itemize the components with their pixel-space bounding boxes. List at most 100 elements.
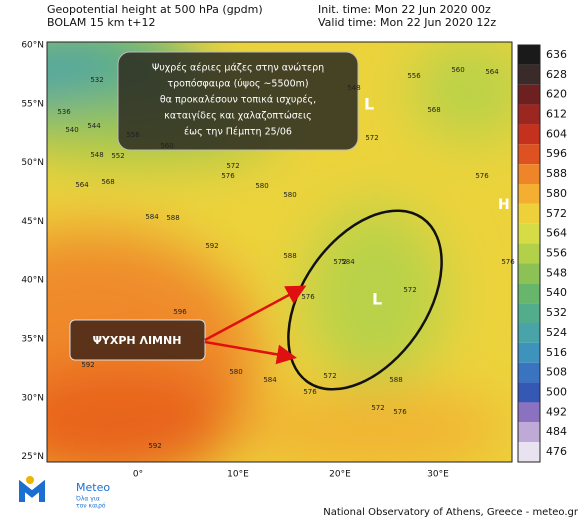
- annotation-line: καταιγίδες και χαλαζοπτώσεις: [164, 111, 312, 122]
- colorbar-frame: [517, 44, 541, 463]
- contour-label: 584: [341, 258, 355, 266]
- colorbar-swatch: [518, 45, 540, 65]
- colorbar-swatch: [518, 283, 540, 304]
- colorbar-label: 612: [546, 108, 567, 121]
- colorbar-swatch: [518, 144, 540, 165]
- colorbar-swatch: [518, 442, 540, 462]
- colorbar-swatch: [518, 303, 540, 323]
- contour-label: 572: [371, 404, 384, 412]
- logo-sun: [26, 476, 34, 484]
- colorbar-swatch: [518, 342, 540, 363]
- colorbar-label: 500: [546, 386, 567, 399]
- annotation-line: θα προκαλέσουν τοπικά ισχυρές,: [160, 95, 316, 106]
- colorbar-swatch: [518, 263, 540, 284]
- colorbar-swatch: [518, 104, 540, 125]
- colorbar-swatch: [518, 64, 540, 85]
- contour-label: 588: [166, 214, 179, 222]
- contour-label: 592: [205, 242, 218, 250]
- colorbar-swatch: [518, 323, 540, 343]
- lat-label: 30°N: [21, 393, 44, 403]
- contour-label: 544: [87, 122, 101, 130]
- map-frame: [46, 41, 513, 463]
- annotation-box: [117, 51, 359, 151]
- logo-icon: [19, 479, 45, 502]
- contour-label: 532: [90, 76, 103, 84]
- lat-label: 40°N: [21, 276, 44, 286]
- colorbar-swatch: [518, 223, 540, 244]
- lon-label: 0°: [133, 470, 143, 480]
- contour-label: 576: [303, 388, 317, 396]
- lon-label: 30°E: [427, 470, 449, 480]
- footer: National Observatory of Athens, Greece -…: [323, 507, 579, 518]
- annotation-line: Ψυχρές αέριες μάζες στην ανώτερη: [152, 63, 324, 74]
- colorbar-label: 484: [546, 425, 567, 438]
- contour-label: 548: [347, 84, 360, 92]
- colorbar-label: 540: [546, 286, 567, 299]
- colorbar-label: 604: [546, 127, 567, 140]
- contour-label: 592: [81, 361, 94, 369]
- contour-label: 588: [283, 252, 296, 260]
- lat-label: 55°N: [21, 99, 44, 109]
- colorbar-swatch: [518, 402, 540, 423]
- contour-label: 576: [221, 172, 235, 180]
- contour-label: 556: [126, 131, 140, 139]
- contour-label: 572: [365, 134, 378, 142]
- contour-label: 576: [301, 293, 315, 301]
- low-marker: L: [372, 290, 382, 309]
- colorbar-swatch: [518, 164, 540, 184]
- colorbar-label: 548: [546, 266, 567, 279]
- annotation-line: τροπόσφαιρα (ύψος ~5500m): [167, 79, 308, 90]
- contour-label: 588: [389, 376, 402, 384]
- lat-label: 45°N: [21, 217, 44, 227]
- header-right: Init. time: Mon 22 Jun 2020 00z: [318, 3, 491, 16]
- contour-label: 564: [485, 68, 499, 76]
- colorbar-swatch: [518, 382, 540, 403]
- contour-label: 560: [160, 142, 173, 150]
- lat-label: 25°N: [21, 452, 44, 462]
- colorbar-swatch: [518, 362, 540, 383]
- colorbar-label: 580: [546, 187, 567, 200]
- colorbar-label: 476: [546, 445, 567, 458]
- cold-lake-label: ΨΥΧΡΗ ΛΙΜΝΗ: [93, 334, 182, 347]
- colorbar-swatch: [518, 84, 540, 105]
- logo-tagline: Όλα για: [75, 496, 100, 503]
- contour-label: 584: [145, 213, 159, 221]
- colorbar-label: 524: [546, 326, 567, 339]
- colorbar-label: 556: [546, 247, 567, 260]
- contour-label: 572: [403, 286, 416, 294]
- colorbar-label: 492: [546, 405, 567, 418]
- logo-name: Meteo: [76, 481, 110, 494]
- contour-label: 592: [148, 442, 161, 450]
- colorbar-label: 532: [546, 306, 567, 319]
- logo-tagline: τον καιρό: [76, 503, 106, 510]
- contour-label: 572: [323, 372, 336, 380]
- contour-label: 568: [101, 178, 114, 186]
- contour-label: 576: [501, 258, 515, 266]
- contour-label: 580: [255, 182, 268, 190]
- lat-label: 35°N: [21, 335, 44, 345]
- colorbar-label: 516: [546, 346, 567, 359]
- header-right: Valid time: Mon 22 Jun 2020 12z: [318, 16, 496, 29]
- contour-label: 564: [75, 181, 89, 189]
- colorbar-label: 628: [546, 68, 567, 81]
- lon-label: 10°E: [227, 470, 249, 480]
- colorbar-label: 564: [546, 227, 567, 240]
- contour-label: 552: [111, 152, 124, 160]
- colorbar-label: 572: [546, 207, 567, 220]
- colorbar-swatch: [518, 184, 540, 204]
- colorbar-label: 588: [546, 167, 567, 180]
- annotation-line: έως την Πέμπτη 25/06: [184, 127, 292, 138]
- arrow: [204, 285, 307, 342]
- contour-label: 576: [475, 172, 489, 180]
- colorbar-swatch: [518, 243, 540, 264]
- lon-label: 20°E: [329, 470, 351, 480]
- highlight-ellipse: [287, 209, 443, 391]
- contour-label: 572: [333, 258, 346, 266]
- logo: Meteo Όλα για τον καιρό: [19, 476, 110, 510]
- header-left: Geopotential height at 500 hPa (gpdm): [47, 3, 263, 16]
- contour-label: 584: [263, 376, 277, 384]
- lat-label: 50°N: [21, 158, 44, 168]
- low-marker: L: [364, 95, 374, 114]
- colorbar-swatch: [518, 124, 540, 145]
- colorbar-label: 620: [546, 88, 567, 101]
